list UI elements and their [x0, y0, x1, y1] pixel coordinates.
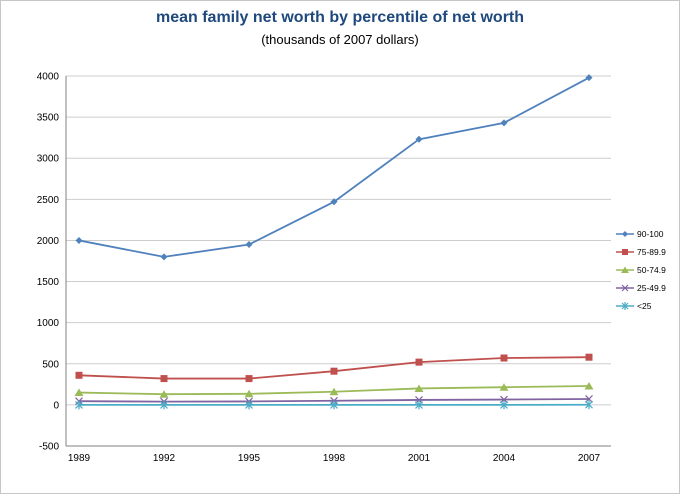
series-line-90-100	[78, 76, 590, 258]
diamond-marker-icon	[415, 135, 423, 143]
triangle-marker-icon	[584, 381, 594, 390]
x-axis-label: 1989	[68, 453, 91, 464]
x-axis-label: 2001	[408, 453, 431, 464]
y-axis-label: 1500	[37, 277, 60, 288]
triangle-marker-icon	[621, 266, 629, 273]
legend-label-25-49-9: 25-49.9	[637, 283, 666, 293]
x-marker-icon	[621, 284, 629, 292]
y-axis-label: 2000	[37, 236, 60, 247]
star-marker-icon	[415, 400, 423, 410]
star-marker-icon	[500, 400, 508, 410]
square-marker-icon	[585, 353, 593, 361]
x-axis-label: 1992	[153, 453, 176, 464]
diamond-marker-icon	[585, 74, 593, 82]
x-axis-label: 1995	[238, 453, 261, 464]
triangle-marker-icon	[74, 388, 84, 397]
triangle-marker-icon	[499, 383, 509, 391]
triangle-marker-icon	[329, 387, 339, 396]
legend-label-25: <25	[637, 301, 652, 311]
square-marker-icon	[415, 358, 423, 366]
diamond-marker-icon	[160, 253, 168, 261]
y-axis-label: 2500	[37, 195, 60, 206]
diamond-marker-icon	[622, 231, 628, 237]
star-marker-icon	[330, 400, 338, 410]
diamond-marker-icon	[75, 236, 83, 244]
y-axis-label: 0	[53, 400, 59, 411]
y-axis-label: 3000	[37, 154, 60, 165]
legend-label-90-100: 90-100	[637, 229, 664, 239]
y-axis-label: 4000	[37, 72, 60, 83]
star-marker-icon	[75, 400, 83, 410]
x-axis-label: 2007	[578, 453, 601, 464]
square-marker-icon	[75, 371, 83, 379]
square-marker-icon	[500, 354, 508, 362]
diamond-marker-icon	[500, 119, 508, 127]
y-axis-label: 1000	[37, 318, 60, 329]
square-marker-icon	[245, 375, 253, 383]
x-axis-label: 1998	[323, 453, 346, 464]
y-axis-label: 3500	[37, 113, 60, 124]
star-marker-icon	[585, 400, 593, 410]
star-marker-icon	[621, 302, 629, 310]
star-marker-icon	[160, 400, 168, 410]
chart-title: mean family net worth by percentile of n…	[155, 9, 525, 26]
y-axis-label: -500	[39, 442, 59, 453]
chart-subtitle: (thousands of 2007 dollars)	[261, 32, 419, 47]
diamond-marker-icon	[330, 198, 338, 206]
diamond-marker-icon	[245, 241, 253, 249]
legend-label-75-89-9: 75-89.9	[637, 247, 666, 257]
square-marker-icon	[330, 367, 338, 375]
x-axis-label: 2004	[493, 453, 516, 464]
x-marker-icon	[585, 395, 593, 403]
square-marker-icon	[622, 249, 628, 255]
legend-label-50-74-9: 50-74.9	[637, 265, 666, 275]
square-marker-icon	[160, 375, 168, 383]
star-marker-icon	[245, 400, 253, 410]
triangle-marker-icon	[159, 390, 169, 398]
y-axis-label: 500	[42, 359, 59, 370]
triangle-marker-icon	[244, 389, 254, 398]
triangle-marker-icon	[414, 384, 424, 392]
